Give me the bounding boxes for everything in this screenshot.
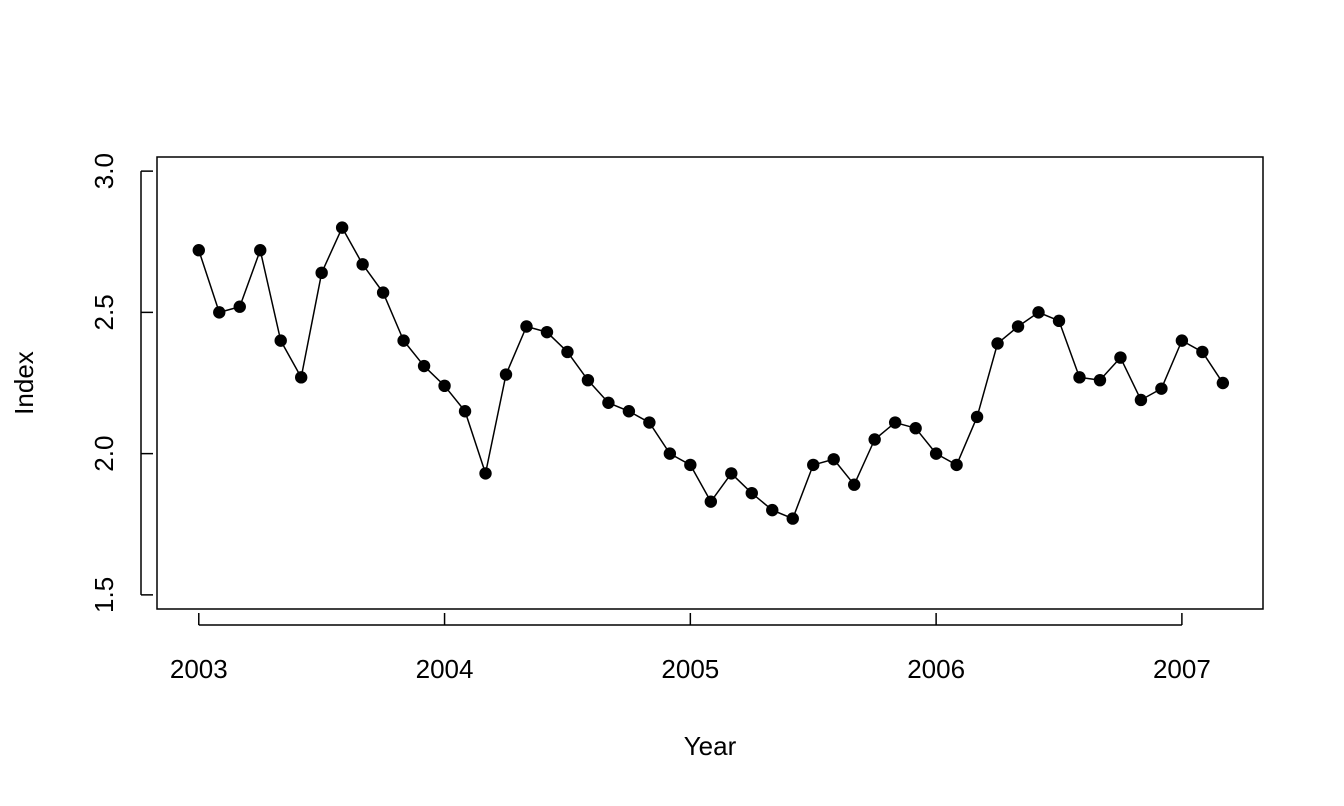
x-axis: 2003 2004 2005 2006 2007 [170,613,1211,684]
x-axis-title: Year [684,731,737,761]
y-axis-title: Index [9,351,39,415]
data-point [397,334,410,347]
data-point [294,371,308,384]
data-point [725,467,738,480]
x-tick-label: 2007 [1153,654,1211,684]
x-tick-label: 2003 [170,654,228,684]
data-point [950,458,963,472]
data-point [315,266,328,280]
data-point [970,410,984,424]
data-point [438,379,451,393]
data-point [479,467,492,480]
data-point [213,306,226,319]
data-point [335,221,349,234]
data-point [745,486,758,500]
data-point [499,368,513,381]
data-point [868,433,881,446]
data-point [991,337,1004,350]
data-point [847,478,861,491]
y-tick-label: 2.5 [89,294,119,330]
data-point [1093,373,1107,387]
data-point [684,458,697,472]
data-point [663,447,677,460]
data-point [786,512,799,525]
series-layer [192,221,1230,525]
data-point [376,286,390,299]
data-point [520,320,533,333]
data-point [807,458,820,472]
data-point [233,300,246,313]
data-point [417,359,431,373]
y-tick-label: 1.5 [89,577,119,613]
data-point [540,325,554,339]
data-point [192,244,205,257]
x-tick-label: 2005 [661,654,719,684]
data-point [909,422,922,435]
data-point [704,495,718,508]
data-point [561,345,574,359]
data-point [1216,376,1230,390]
data-point [458,405,472,418]
data-point [1155,382,1168,395]
data-point [581,373,595,387]
plot-frame [156,156,1264,610]
data-point [274,334,287,347]
data-point [1114,351,1127,364]
data-point [1032,306,1045,319]
data-point [888,416,902,429]
data-point [254,244,267,257]
data-point [1196,345,1209,359]
data-point [766,503,779,517]
y-tick-label: 2.0 [89,436,119,472]
data-point [622,405,636,418]
data-point [356,258,369,271]
y-tick-label: 3.0 [89,153,119,189]
data-point [1073,371,1086,384]
data-point [1011,320,1025,333]
data-point [1134,393,1148,407]
data-point [1052,314,1066,328]
x-tick-label: 2006 [907,654,965,684]
data-point [643,416,656,429]
data-point [602,396,615,409]
y-axis: 1.5 2.0 2.5 3.0 [89,153,153,613]
x-tick-label: 2004 [416,654,474,684]
data-point [827,453,840,466]
data-point [929,447,943,460]
data-point [1175,334,1189,347]
